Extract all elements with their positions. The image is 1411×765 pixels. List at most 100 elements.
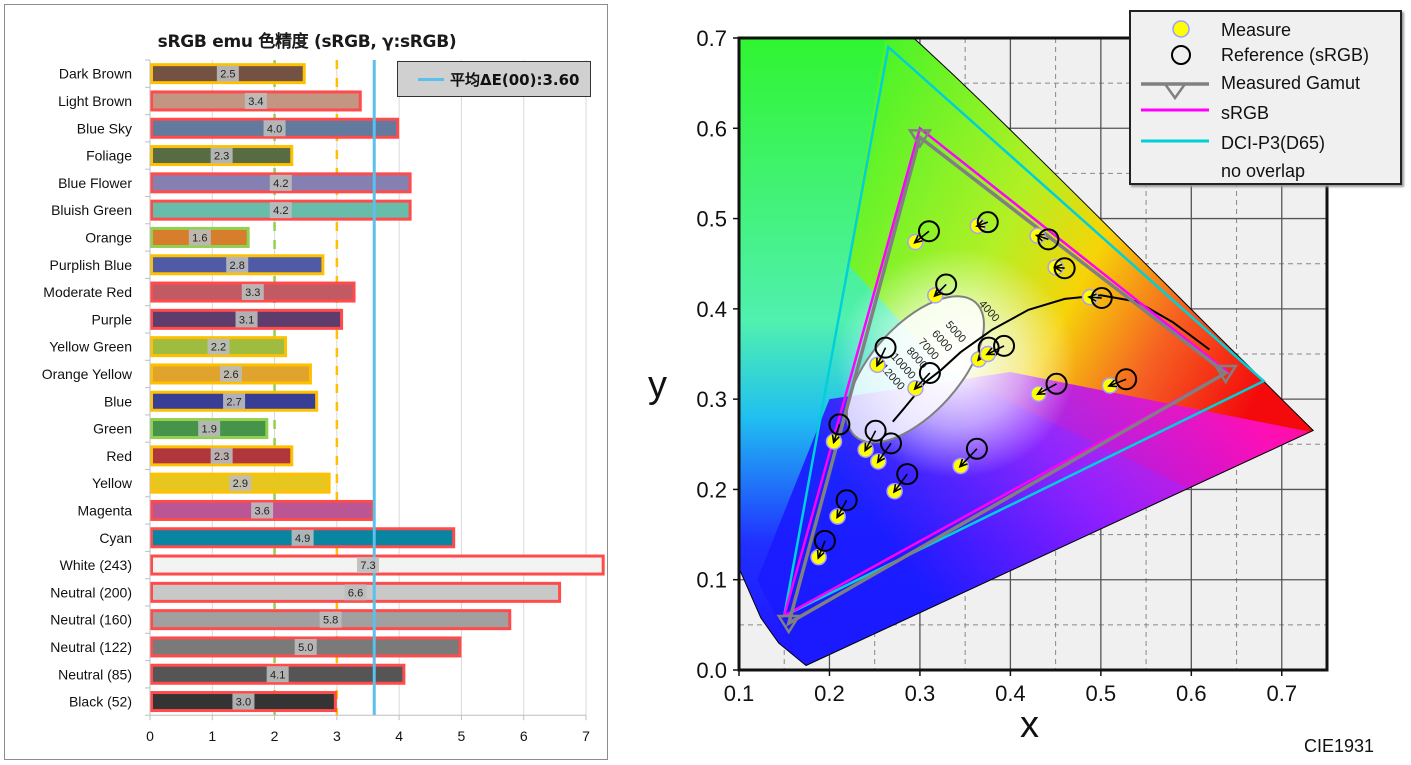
category-label: Blue Flower — [58, 175, 132, 191]
x-tick-label: 0.6 — [1176, 681, 1207, 706]
shift-arrow — [914, 372, 931, 390]
category-label: Magenta — [78, 502, 133, 518]
measure-point — [1101, 377, 1119, 394]
shift-arrowhead — [864, 442, 873, 453]
reference-circle — [835, 489, 858, 512]
category-label: Moderate Red — [43, 284, 132, 300]
data-label-box — [223, 393, 246, 410]
data-label: 1.6 — [192, 232, 207, 244]
cie-y-axis-title: y — [648, 364, 667, 406]
reference-circle — [976, 211, 999, 234]
reference-circle — [813, 529, 836, 552]
average-delta-e-label: 平均ΔE(00):3.60 — [450, 71, 580, 89]
shift-arrowhead — [816, 550, 825, 560]
data-label-box — [188, 229, 211, 246]
measure-point — [825, 433, 843, 450]
data-label-box — [357, 557, 379, 574]
measure-point — [1047, 259, 1064, 276]
cie-legend: Measure Reference (sRGB) Measured Gamut … — [1129, 10, 1402, 185]
shift-arrow — [914, 230, 930, 244]
measure-point — [886, 482, 903, 500]
data-label: 2.8 — [230, 260, 245, 272]
reference-circle — [917, 220, 940, 243]
data-label-box — [235, 311, 258, 328]
reference-circle — [1053, 257, 1076, 280]
category-label: Red — [106, 448, 132, 464]
measure-point — [1030, 385, 1047, 402]
data-label: 5.0 — [298, 642, 313, 654]
data-label-box — [266, 666, 289, 683]
srgb-gamut — [782, 126, 1230, 619]
data-label: 4.9 — [295, 533, 310, 545]
measure-point — [952, 457, 969, 475]
data-label: 2.3 — [214, 151, 229, 163]
cie-x-axis-title: x — [1020, 704, 1039, 746]
legend-no-overlap: no overlap — [1221, 161, 1306, 181]
data-label-box — [198, 420, 221, 437]
category-label: Yellow Green — [49, 339, 132, 355]
y-tick-label: 0.0 — [696, 658, 727, 683]
data-label-box — [251, 502, 274, 519]
data-label-box — [319, 611, 342, 628]
category-label: Neutral (160) — [50, 612, 132, 628]
data-label: 6.6 — [348, 587, 363, 599]
shift-arrow — [977, 347, 990, 361]
data-label: 5.8 — [323, 615, 338, 627]
x-tick-label: 6 — [520, 728, 528, 744]
legend-measured-gamut: Measured Gamut — [1221, 73, 1361, 93]
data-label-box — [269, 202, 292, 219]
reference-circle — [965, 437, 988, 460]
planckian-locus — [892, 294, 1210, 423]
data-label: 3.3 — [245, 287, 260, 299]
shift-arrowhead — [876, 454, 886, 464]
data-label-box — [291, 529, 314, 546]
data-label: 4.2 — [273, 178, 288, 190]
measure-point — [829, 508, 846, 525]
x-tick-label: 3 — [333, 728, 341, 744]
data-label: 3.1 — [239, 314, 254, 326]
shift-arrowhead — [976, 352, 986, 362]
data-label: 4.0 — [267, 123, 282, 135]
category-label: Neutral (200) — [50, 584, 132, 600]
cct-label: 8000 — [904, 345, 929, 371]
category-label: Dark Brown — [59, 66, 132, 82]
y-tick-label: 0.3 — [696, 387, 727, 412]
shift-arrowhead — [1052, 263, 1063, 273]
reference-circle — [1037, 228, 1060, 251]
data-label-box — [229, 475, 252, 492]
srgb-line-icon — [1141, 108, 1209, 112]
cct-label: 5000 — [943, 319, 968, 345]
reference-circle — [977, 336, 1000, 359]
data-label: 4.2 — [273, 205, 288, 217]
delta-e-bar-chart: Dark Brown 2.5 Light Brown 3.4 Blue Sky 4.0 Fo… — [42, 59, 605, 744]
shift-arrowhead — [1107, 379, 1117, 388]
legend-reference: Reference (sRGB) — [1221, 45, 1370, 65]
y-tick-label: 0.5 — [696, 207, 727, 232]
shift-arrow — [1037, 383, 1057, 395]
cct-label: 4000 — [976, 298, 1001, 324]
measure-point — [927, 287, 944, 304]
data-label: 3.4 — [248, 96, 263, 108]
y-tick-label: 0.1 — [696, 568, 727, 593]
data-label: 2.7 — [226, 396, 241, 408]
shift-arrow — [976, 221, 989, 227]
measured-gamut — [786, 134, 1229, 627]
shift-arrowhead — [892, 484, 902, 494]
category-label: Light Brown — [58, 93, 132, 109]
category-label: Orange — [85, 229, 132, 245]
data-label-box — [241, 284, 264, 301]
delta-e-chart-panel: sRGB emu 色精度 (sRGB, γ:sRGB) Dark Brown 2.… — [4, 4, 608, 760]
data-label-box — [210, 147, 233, 164]
data-label-box — [207, 338, 230, 355]
shift-arrowhead — [1035, 387, 1046, 396]
data-label-box — [219, 365, 242, 382]
measure-point — [870, 453, 887, 470]
reference-circle — [918, 361, 941, 384]
legend-measure: Measure — [1221, 20, 1292, 40]
legend-srgb: sRGB — [1221, 103, 1270, 123]
x-tick-label: 2 — [271, 728, 279, 744]
data-label-box — [226, 256, 249, 273]
cct-label: 10000 — [888, 351, 917, 382]
measure-point — [1081, 288, 1099, 306]
shift-arrowhead — [1034, 233, 1045, 242]
